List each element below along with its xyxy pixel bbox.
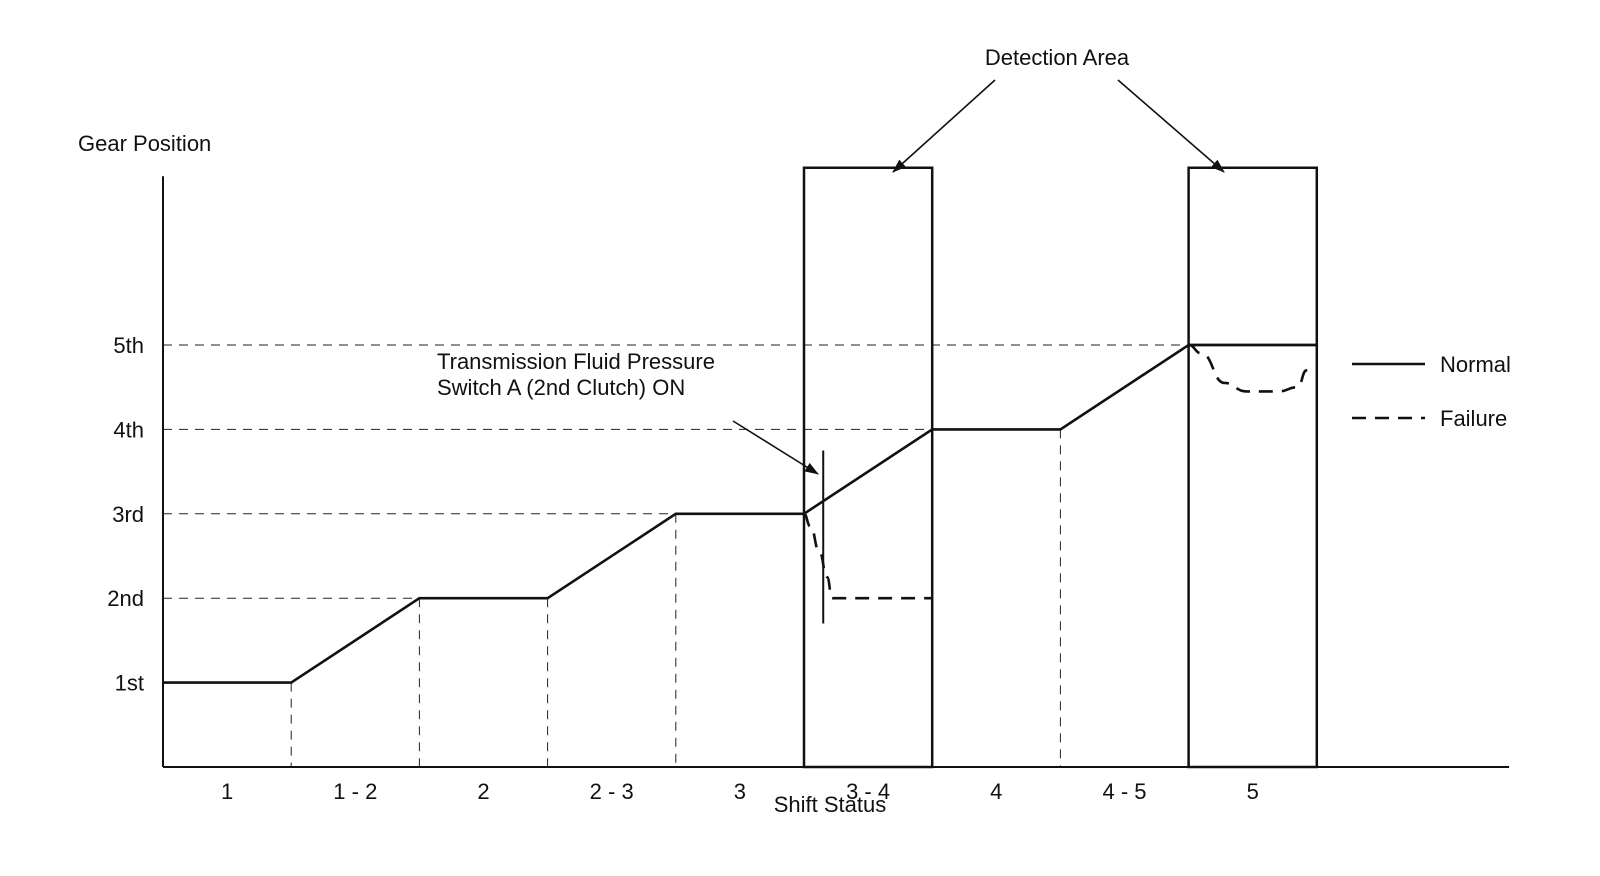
- series-normal-line: [163, 343, 1317, 684]
- x-tick-label: 4: [990, 779, 1002, 804]
- axis-layer: 1st 2nd 3rd 4th 5th 1 1 - 2 2 2 - 3 3 3 - 4 4 4 - 5 5: [107, 176, 1510, 804]
- detection-box-2: [1187, 166, 1319, 769]
- x-tick-label: 4 - 5: [1102, 779, 1146, 804]
- x-tick-label: 2 - 3: [590, 779, 634, 804]
- y-tick-label: 5th: [113, 333, 144, 358]
- y-tick-label: 3rd: [112, 502, 144, 527]
- legend-failure-label: Failure: [1440, 406, 1507, 431]
- series-failure-segment-1: [803, 512, 933, 600]
- y-tick-label: 4th: [113, 417, 144, 442]
- switch-annotation-line2: Switch A (2nd Clutch) ON: [437, 375, 685, 400]
- series-layer: [163, 343, 1317, 684]
- x-tick-label: 3: [734, 779, 746, 804]
- switch-arrow: [732, 420, 819, 475]
- switch-annotation-line1: Transmission Fluid Pressure: [437, 349, 715, 374]
- x-tick-label: 5: [1247, 779, 1259, 804]
- legend-normal-label: Normal: [1440, 352, 1511, 377]
- x-tick-label: 1 - 2: [333, 779, 377, 804]
- detection-arrow-left: [892, 79, 996, 173]
- x-tick-label: 2: [477, 779, 489, 804]
- detection-arrow-right: [1117, 79, 1225, 173]
- legend: Normal Failure: [1352, 352, 1511, 431]
- x-axis-title: Shift Status: [774, 792, 887, 817]
- x-tick-label: 3 - 4: [846, 779, 890, 804]
- detection-area-label: Detection Area: [985, 45, 1130, 70]
- y-axis-title: Gear Position: [78, 131, 211, 156]
- x-tick-label: 1: [221, 779, 233, 804]
- y-tick-label: 1st: [115, 671, 144, 696]
- grid-layer: [163, 344, 1189, 767]
- series-failure-segment-2: [1188, 343, 1317, 393]
- y-tick-label: 2nd: [107, 586, 144, 611]
